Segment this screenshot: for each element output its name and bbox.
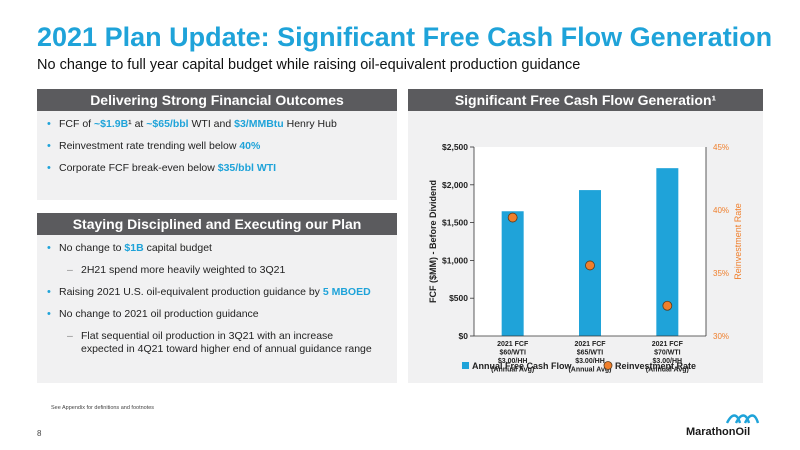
fcf-value: ~$1.9B: [94, 118, 129, 130]
x-tick-label: 2021 FCF: [652, 341, 684, 348]
x-tick-label: (Annual Avg): [646, 367, 689, 374]
text: Flat sequential oil production in 3Q21 w…: [81, 330, 334, 342]
reinvestment-point: [507, 212, 518, 223]
discipline-bullet-capital: No change to $1B capital budget: [47, 242, 397, 255]
y-tick-label: $500: [449, 293, 468, 303]
text: WTI and: [188, 118, 235, 130]
text: No change to: [59, 242, 125, 254]
logo-mark-icon: [726, 414, 760, 424]
x-tick-label: 2021 FCF: [497, 341, 529, 348]
text: Corporate FCF break-even below: [59, 162, 218, 174]
y2-axis-label: Reinvestment Rate: [733, 203, 743, 280]
footnote: See Appendix for definitions and footnot…: [51, 405, 155, 411]
discipline-header: Staying Disciplined and Executing our Pl…: [37, 213, 397, 235]
page-subtitle: No change to full year capital budget wh…: [37, 57, 581, 73]
legend-rate-label: Reinvestment Rate: [615, 361, 696, 371]
financial-bullet-breakeven: Corporate FCF break-even below $35/bbl W…: [47, 162, 397, 175]
page-number: 8: [37, 429, 42, 438]
fcf-chart: $0 $500 $1,000 $1,500 $2,000 $2,500 30% 35% 40% 4…: [428, 142, 743, 374]
y2-tick-label: 35%: [713, 269, 729, 278]
legend-bar-label: Annual Free Cash Flow: [472, 361, 573, 371]
x-tick-label: (Annual Avg): [568, 367, 611, 374]
y-tick-label: $2,500: [442, 142, 468, 152]
x-tick-label: $65/WTI: [577, 350, 604, 357]
discipline-sub-spend: 2H21 spend more heavily weighted to 3Q21: [47, 264, 397, 277]
financial-bullet-list: FCF of ~$1.9B¹ at ~$65/bbl WTI and $3/MM…: [37, 111, 397, 175]
financial-bullet-reinvestment: Reinvestment rate trending well below 40…: [47, 140, 397, 153]
y-tick-label: $1,500: [442, 218, 468, 228]
y-tick-label: $1,000: [442, 255, 468, 265]
y2-tick-label: 45%: [713, 143, 729, 152]
x-tick-label: $3.00/HH: [575, 358, 605, 365]
reinvestment-point: [585, 260, 595, 271]
y2-tick-label: 40%: [713, 206, 729, 215]
y-axis-label: FCF ($MM) - Before Dividend: [428, 180, 438, 303]
x-tick-label: $3.00/HH: [653, 358, 683, 365]
x-tick-label: $70/WTI: [654, 350, 681, 357]
x-tick-label: $3.00/HH: [498, 358, 528, 365]
reinvestment-value: 40%: [239, 140, 261, 152]
fcf-bar: [501, 211, 524, 336]
logo-text: MarathonOil: [686, 426, 751, 438]
text: Reinvestment rate trending well below: [59, 140, 240, 152]
henry-hub-value: $3/MMBtu: [234, 118, 284, 130]
legend-bar-swatch: [462, 362, 469, 369]
page-title: 2021 Plan Update: Significant Free Cash …: [37, 22, 773, 52]
x-tick-label: (Annual Avg): [491, 367, 534, 374]
text: Henry Hub: [283, 118, 337, 130]
fcf-chart-panel: Significant Free Cash Flow Generation¹ $…: [408, 89, 763, 383]
text: ¹ at: [128, 118, 147, 130]
capital-value: $1B: [124, 242, 144, 254]
financial-bullet-fcf: FCF of ~$1.9B¹ at ~$65/bbl WTI and $3/MM…: [47, 118, 397, 131]
financial-outcomes-header: Delivering Strong Financial Outcomes: [37, 89, 397, 111]
discipline-panel: Staying Disciplined and Executing our Pl…: [37, 213, 397, 383]
legend-rate-swatch: [603, 361, 613, 370]
discipline-sub-oil: Flat sequential oil production in 3Q21 w…: [47, 330, 397, 356]
y-tick-label: $0: [459, 331, 469, 341]
y-tick-label: $2,000: [442, 180, 468, 190]
x-tick-label: 2021 FCF: [574, 341, 606, 348]
financial-outcomes-panel: Delivering Strong Financial Outcomes FCF…: [37, 89, 397, 200]
text: expected in 4Q21 toward higher end of an…: [81, 343, 372, 355]
discipline-bullet-list: No change to $1B capital budget 2H21 spe…: [37, 235, 397, 356]
text: FCF of: [59, 118, 95, 130]
discipline-bullet-production: Raising 2021 U.S. oil-equivalent product…: [47, 286, 397, 299]
production-value: 5 MBOED: [322, 286, 371, 298]
breakeven-value: $35/bbl WTI: [217, 162, 277, 174]
marathon-oil-logo: MarathonOil: [686, 412, 766, 438]
chart-title: Significant Free Cash Flow Generation¹: [408, 89, 763, 111]
text: Raising 2021 U.S. oil-equivalent product…: [59, 286, 323, 298]
wti-value: ~$65/bbl: [146, 118, 189, 130]
fcf-bar: [656, 168, 679, 336]
y2-tick-label: 30%: [713, 332, 729, 341]
text: capital budget: [143, 242, 212, 254]
x-tick-label: $60/WTI: [499, 350, 526, 357]
reinvestment-point: [662, 300, 673, 311]
discipline-bullet-oil: No change to 2021 oil production guidanc…: [47, 308, 397, 321]
